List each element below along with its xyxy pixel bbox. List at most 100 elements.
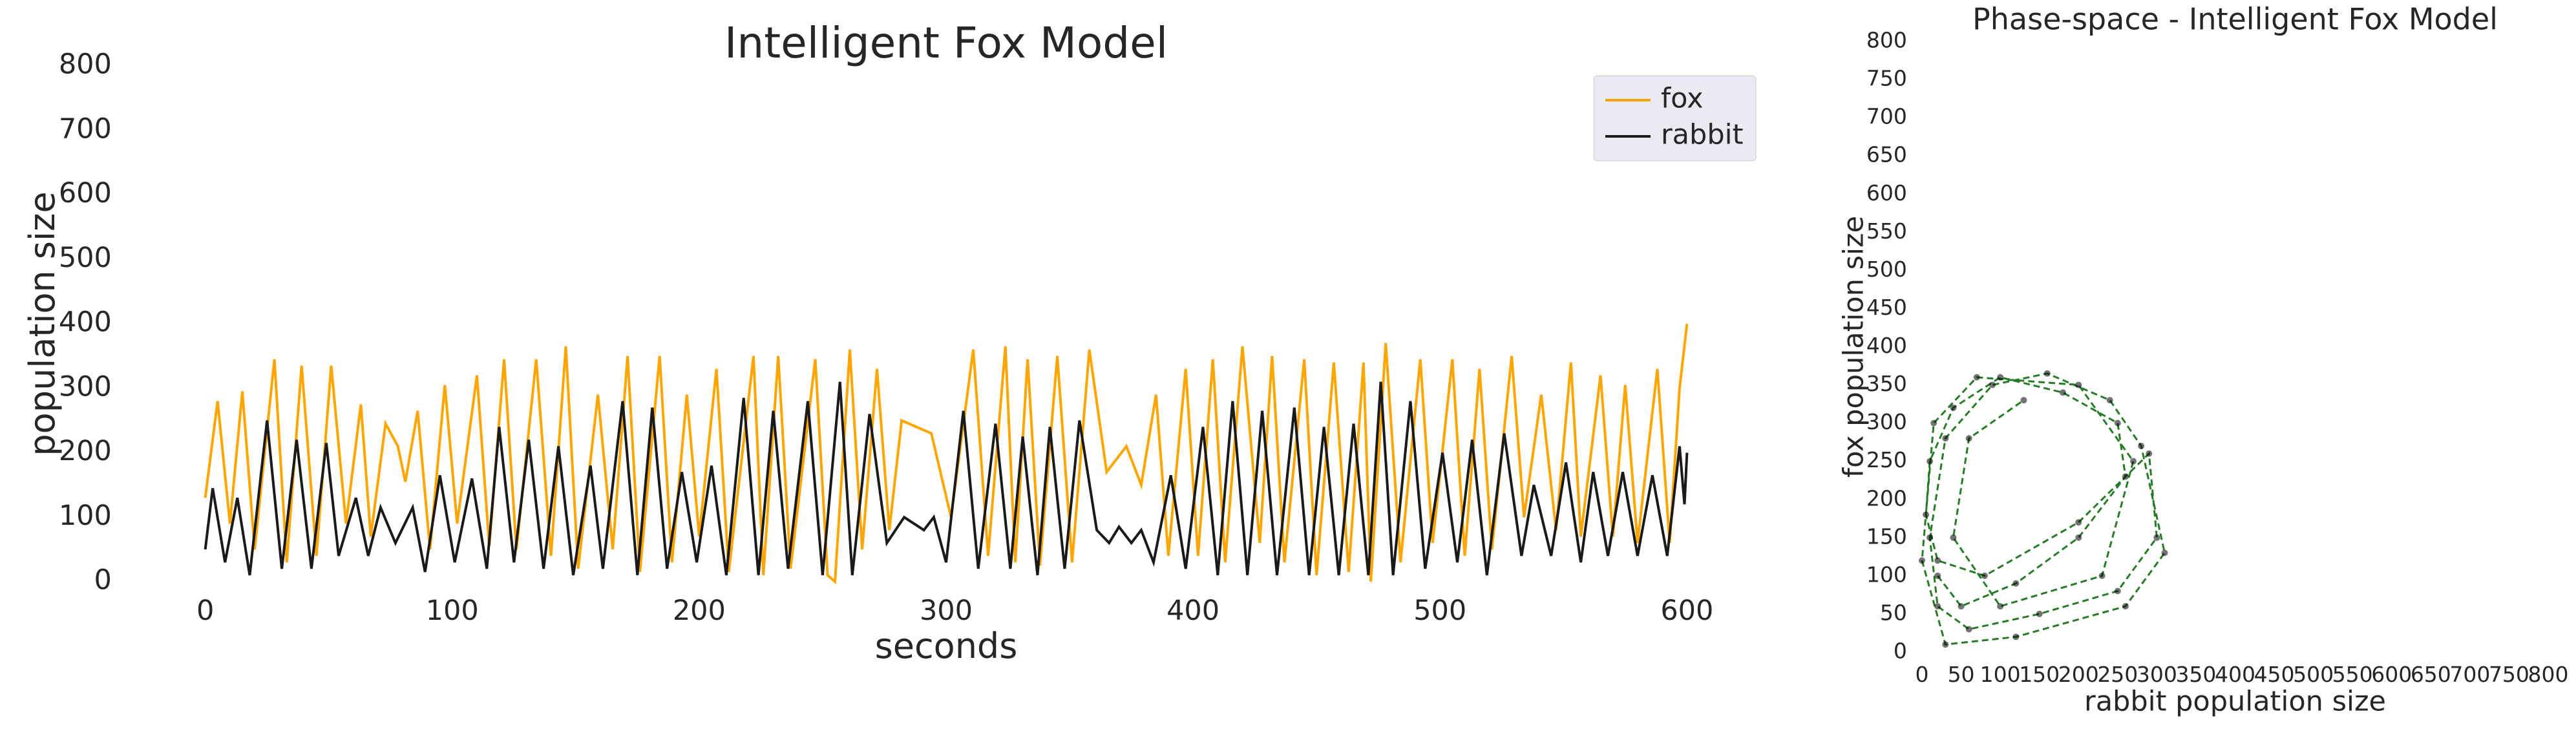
phase-point — [2043, 370, 2051, 377]
phase-point — [1927, 458, 1934, 465]
phase-point — [1997, 374, 2004, 381]
x-tick-label: 300 — [920, 595, 973, 627]
phase-point — [1930, 419, 1937, 427]
phase-point — [2138, 443, 2145, 450]
x-tick-label: 150 — [2019, 662, 2060, 687]
y-tick-label: 400 — [1866, 333, 1907, 358]
y-tick-label: 300 — [1866, 409, 1907, 434]
y-tick-label: 100 — [1866, 562, 1907, 587]
y-tick-label: 600 — [1866, 180, 1907, 206]
y-tick-label: 100 — [59, 500, 112, 532]
y-tick-label: 500 — [59, 242, 112, 274]
phase-point — [2122, 473, 2129, 480]
x-axis-label: seconds — [875, 626, 1018, 666]
x-tick-label: 100 — [426, 595, 479, 627]
x-tick-label: 750 — [2489, 662, 2529, 687]
phase-point — [2075, 534, 2082, 541]
x-tick-label: 450 — [2254, 662, 2295, 687]
x-tick-label: 250 — [2097, 662, 2138, 687]
phase-point — [2075, 381, 2082, 388]
phase-point — [1997, 603, 2004, 610]
x-tick-label: 0 — [196, 595, 214, 627]
y-tick-label: 600 — [59, 177, 112, 209]
y-tick-label: 650 — [1866, 142, 1907, 167]
x-tick-label: 700 — [2449, 662, 2490, 687]
y-tick-label: 450 — [1866, 295, 1907, 320]
phase-point — [2106, 397, 2113, 404]
y-tick-label: 0 — [94, 564, 112, 597]
x-tick-label: 200 — [2058, 662, 2099, 687]
phase-point — [1981, 572, 1988, 579]
y-tick-label: 200 — [1866, 485, 1907, 511]
x-tick-label: 400 — [2215, 662, 2255, 687]
phase-point — [2114, 587, 2121, 595]
phase-point — [1934, 572, 1941, 579]
legend-box — [1593, 75, 1757, 162]
x-tick-label: 300 — [2137, 662, 2177, 687]
phase-line — [1921, 372, 2166, 646]
phase-point — [1989, 381, 1996, 388]
y-tick-label: 0 — [1894, 639, 1907, 664]
phase-point — [1950, 534, 1957, 541]
x-tick-label: 600 — [1660, 595, 1713, 627]
phase-point — [2012, 580, 2020, 587]
phase-point — [1965, 435, 1972, 442]
phase-point — [1934, 557, 1941, 564]
y-tick-label: 50 — [1880, 600, 1907, 625]
y-tick-label: 500 — [1866, 257, 1907, 282]
y-tick-label: 800 — [59, 48, 112, 81]
phase-point — [1973, 374, 1980, 381]
y-tick-label: 700 — [59, 112, 112, 145]
x-tick-label: 50 — [1948, 662, 1975, 687]
y-tick-label: 350 — [1866, 371, 1907, 396]
y-axis-label: fox population size — [1838, 216, 1870, 478]
y-tick-label: 750 — [1866, 66, 1907, 91]
data-line — [204, 381, 1689, 576]
y-tick-label: 150 — [1866, 523, 1907, 549]
phase-point — [1919, 557, 1925, 564]
x-tick-label: 500 — [2293, 662, 2334, 687]
y-axis-label: population size — [22, 191, 63, 456]
y-tick-label: 250 — [1866, 447, 1907, 472]
x-axis-label: rabbit population size — [2084, 686, 2386, 718]
x-tick-label: 0 — [1916, 662, 1929, 687]
x-tick-label: 200 — [673, 595, 726, 627]
y-tick-label: 550 — [1866, 218, 1907, 244]
phase-point — [2114, 419, 2121, 427]
x-tick-label: 500 — [1413, 595, 1466, 627]
phase-point — [2153, 534, 2160, 541]
phase-point — [1958, 603, 1965, 610]
phase-point — [1927, 534, 1934, 541]
y-tick-label: 800 — [1866, 28, 1907, 53]
phase-point — [2036, 610, 2043, 617]
x-tick-label: 650 — [2411, 662, 2451, 687]
phase-point — [2130, 458, 2137, 465]
phase-point — [2060, 389, 2067, 396]
phase-point — [1942, 641, 1949, 648]
chart-title: Intelligent Fox Model — [724, 18, 1168, 68]
y-tick-label: 400 — [59, 306, 112, 339]
x-tick-label: 800 — [2528, 662, 2569, 687]
phase-point — [1950, 405, 1957, 411]
x-tick-label: 100 — [1980, 662, 2021, 687]
phase-point — [2012, 633, 2020, 640]
legend-label: fox — [1661, 83, 1704, 115]
x-tick-label: 550 — [2332, 662, 2373, 687]
phase-point — [1934, 603, 1941, 610]
chart-title: Phase-space - Intelligent Fox Model — [1972, 2, 2498, 37]
phase-point — [1942, 435, 1949, 442]
phase-point — [2075, 519, 2082, 526]
legend-label: rabbit — [1661, 119, 1743, 151]
x-tick-label: 350 — [2175, 662, 2216, 687]
y-tick-label: 700 — [1866, 104, 1907, 129]
phase-point — [1923, 511, 1930, 518]
phase-point — [2161, 549, 2168, 556]
x-tick-label: 400 — [1167, 595, 1219, 627]
data-line — [204, 323, 1689, 585]
phase-point — [1965, 626, 1972, 633]
phase-point — [2020, 397, 2027, 404]
phase-point — [2146, 450, 2153, 457]
phase-point — [2098, 572, 2106, 579]
x-tick-label: 600 — [2371, 662, 2412, 687]
